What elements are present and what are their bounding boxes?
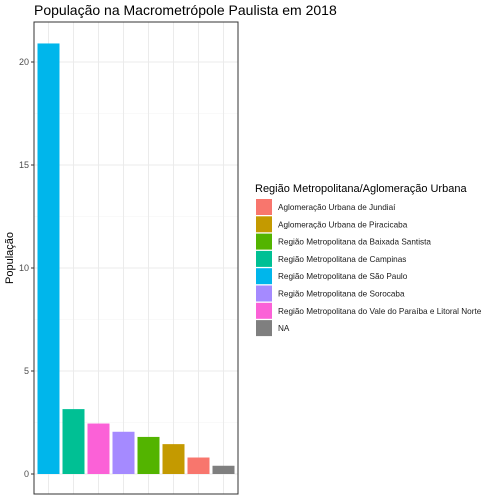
legend-swatch-3 (256, 250, 272, 267)
legend-label-3: Região Metropolitana de Campinas (278, 255, 406, 264)
bar-5 (162, 444, 185, 474)
panel-border (33, 21, 239, 495)
y-tick-label-1: 5 (24, 366, 29, 376)
y-tick-label-3: 15 (19, 160, 29, 170)
legend-swatch-7 (256, 320, 272, 337)
legend-label-2: Região Metropolitana da Baixada Santista (278, 238, 431, 247)
bar-4 (137, 436, 160, 474)
legend-swatch-0 (256, 199, 272, 215)
legend-swatch-5 (256, 285, 272, 302)
bar-6 (187, 457, 210, 474)
legend-label-0: Aglomeração Urbana de Jundiaí (278, 203, 396, 212)
legend-title: Região Metropolitana/Aglomeração Urbana (255, 183, 467, 195)
chart-title: População na Macrometrópole Paulista em … (34, 2, 337, 18)
y-axis-title: População (4, 232, 16, 284)
legend: Aglomeração Urbana de Jundiaí Aglomeração… (256, 199, 482, 337)
legend-label-6: Região Metropolitana do Vale do Paraíba … (278, 307, 482, 316)
bar-7 (212, 465, 235, 474)
y-tick-label-0: 0 (24, 469, 29, 479)
legend-label-1: Aglomeração Urbana de Piracicaba (278, 220, 408, 229)
bar-2 (87, 423, 110, 474)
legend-swatch-4 (256, 268, 272, 285)
y-axis: 0 5 10 15 20 (19, 57, 34, 479)
legend-label-5: Região Metropolitana de Sorocaba (278, 290, 405, 299)
y-tick-label-4: 20 (19, 57, 29, 67)
bar-1 (62, 409, 85, 474)
legend-label-7: NA (278, 324, 290, 333)
legend-swatch-1 (256, 216, 272, 233)
bar-0 (37, 43, 60, 475)
legend-label-4: Região Metropolitana de São Paulo (278, 272, 408, 281)
bars (37, 43, 235, 475)
legend-swatch-2 (256, 233, 272, 250)
y-tick-label-2: 10 (19, 263, 29, 273)
legend-swatch-6 (256, 302, 272, 319)
bar-3 (112, 431, 135, 474)
